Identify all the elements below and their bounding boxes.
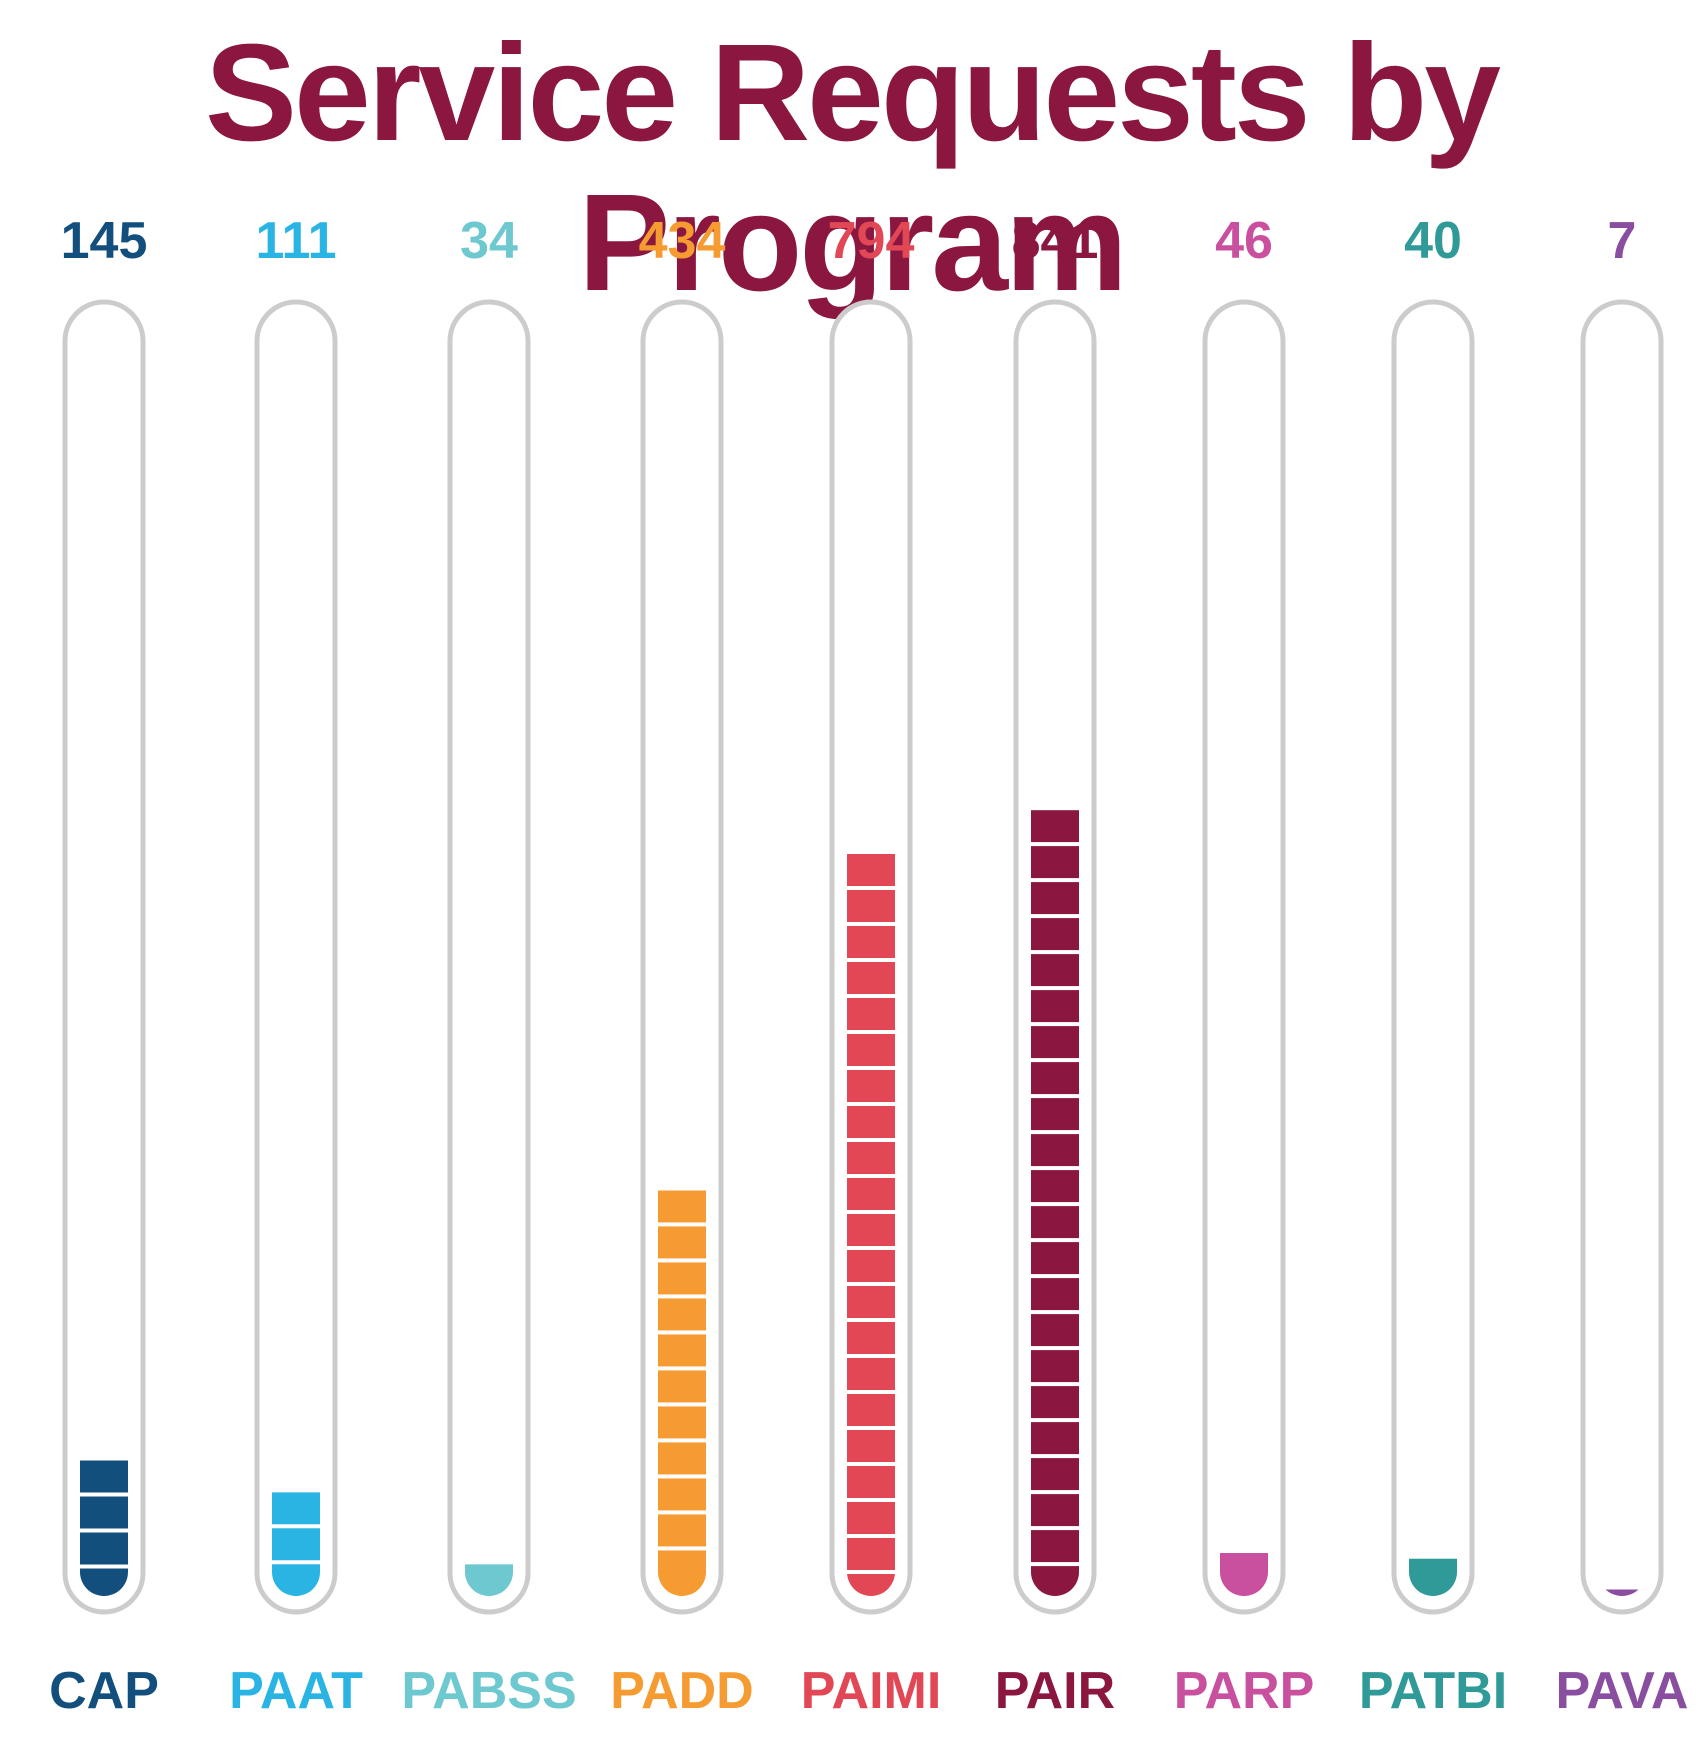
chart-title: Service Requests by Program (204, 16, 1501, 320)
category-label-paimi: PAIMI (801, 1662, 942, 1720)
bar-group-pair: 841 PAIR (995, 212, 1115, 1720)
value-label-paat: 111 (255, 212, 336, 270)
value-label-patbi: 40 (1404, 212, 1462, 270)
bar-paat (272, 1492, 320, 1596)
tube-pava (1580, 299, 1664, 1615)
value-label-pava: 7 (1608, 212, 1637, 270)
category-label-pair: PAIR (995, 1662, 1115, 1720)
tube-cap (62, 299, 146, 1615)
category-label-pava: PAVA (1556, 1662, 1689, 1720)
bar-group-paimi: 794 PAIMI (801, 212, 942, 1720)
bar-group-paat: 111 PAAT (229, 212, 363, 1720)
value-label-paimi: 794 (828, 212, 915, 270)
category-label-patbi: PATBI (1359, 1662, 1507, 1720)
category-label-parp: PARP (1174, 1662, 1315, 1720)
bar-padd (658, 1190, 706, 1596)
category-label-paat: PAAT (229, 1662, 363, 1720)
tube-pabss (447, 299, 531, 1615)
bar-paimi (847, 854, 895, 1596)
bar-group-parp: 46 PARP (1174, 212, 1315, 1720)
category-label-cap: CAP (49, 1662, 159, 1720)
bar-parp (1220, 1553, 1268, 1596)
category-label-pabss: PABSS (401, 1662, 576, 1720)
bar-group-pava: 7 PAVA (1556, 212, 1689, 1720)
value-label-pabss: 34 (460, 212, 518, 270)
tube-paat (254, 299, 338, 1615)
value-label-padd: 434 (639, 212, 726, 270)
value-label-cap: 145 (61, 212, 148, 270)
category-label-padd: PADD (610, 1662, 753, 1720)
bar-group-pabss: 34 PABSS (401, 212, 576, 1720)
tube-parp (1202, 299, 1286, 1615)
bar-group-cap: 145 CAP (49, 212, 159, 1720)
bar-group-padd: 434 PADD (610, 212, 753, 1720)
value-label-pair: 841 (1012, 212, 1099, 270)
tube-patbi (1391, 299, 1475, 1615)
bar-group-patbi: 40 PATBI (1359, 212, 1507, 1720)
bar-cap (80, 1460, 128, 1596)
value-label-parp: 46 (1215, 212, 1273, 270)
bar-pava (1598, 1589, 1646, 1596)
bar-patbi (1409, 1558, 1457, 1596)
